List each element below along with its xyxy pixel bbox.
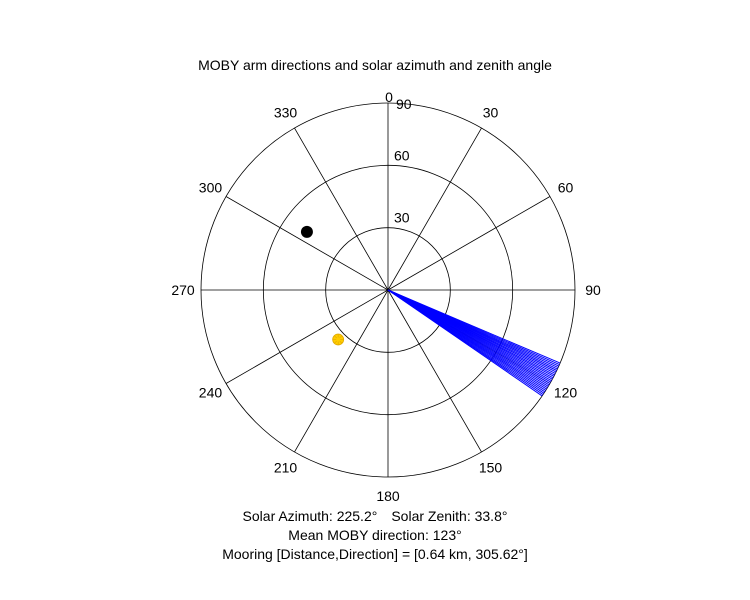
- mooring-marker: [300, 225, 313, 238]
- theta-tick-label-300: 300: [199, 180, 223, 196]
- grid-spoke-150: [387, 289, 482, 453]
- r-tick-label-30: 30: [394, 210, 410, 226]
- sun-ray-5: [334, 335, 337, 339]
- sun-icon: [332, 333, 345, 346]
- theta-tick-label-0: 0: [385, 89, 393, 105]
- grid-spoke-330: [294, 127, 389, 291]
- mean-direction-text: Mean MOBY direction: 123°: [288, 527, 462, 543]
- sun-ray-3: [334, 340, 337, 344]
- theta-tick-label-90: 90: [585, 282, 601, 298]
- theta-tick-label-150: 150: [479, 460, 503, 476]
- theta-tick-label-240: 240: [199, 385, 223, 401]
- theta-tick-label-330: 330: [274, 104, 298, 120]
- theta-tick-label-210: 210: [274, 460, 298, 476]
- chart-title: MOBY arm directions and solar azimuth an…: [198, 57, 552, 73]
- sun-ray-7: [339, 335, 343, 339]
- grid-spoke-300: [225, 196, 389, 291]
- solar-caption: Solar Azimuth: 225.2° Solar Zenith: 33.8°: [0, 508, 750, 524]
- mooring-text: Mooring [Distance,Direction] = [0.64 km,…: [222, 546, 528, 562]
- theta-tick-label-270: 270: [171, 282, 195, 298]
- r-tick-label-60: 60: [394, 147, 410, 163]
- r-tick-label-90: 90: [396, 96, 412, 112]
- grid-spoke-210: [294, 289, 389, 453]
- plot-points: [300, 225, 345, 346]
- arm-line-23: [387, 289, 543, 397]
- tick-labels: 0 30 60 90 120 150 180 210 240 270 300 330 30 60 90: [171, 89, 601, 504]
- grid-spoke-60: [387, 196, 551, 291]
- theta-tick-label-60: 60: [558, 180, 574, 196]
- grid-spoke-240: [225, 289, 389, 384]
- sun-ray-1: [339, 340, 343, 344]
- theta-tick-label-120: 120: [554, 385, 578, 401]
- theta-tick-label-180: 180: [376, 488, 400, 504]
- grid-spoke-30: [387, 127, 482, 291]
- solar-zenith-text: Solar Zenith: 33.8°: [391, 508, 508, 524]
- theta-tick-label-30: 30: [483, 104, 499, 120]
- moby-arm-lines: [387, 289, 561, 397]
- solar-azimuth-text: Solar Azimuth: 225.2°: [242, 508, 378, 524]
